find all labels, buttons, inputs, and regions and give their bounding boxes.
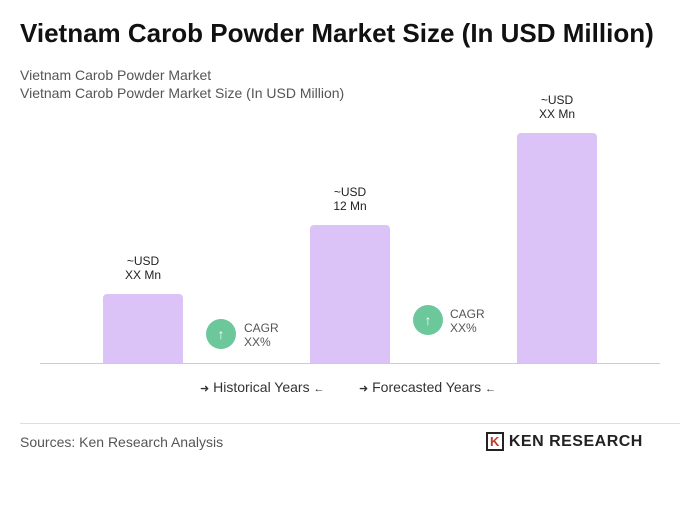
logo-text: KEN RESEARCH (508, 433, 643, 450)
source: Sources: Ken Research Analysis (20, 434, 224, 450)
bar (310, 225, 390, 363)
cagr-value: XX% (244, 335, 271, 349)
value-label: ~USD 12 Mn (333, 185, 367, 213)
title: Vietnam Carob Powder Market Size (In USD… (20, 18, 654, 48)
subtitle: Vietnam Carob Powder Market Size (In USD… (20, 85, 345, 101)
cagr-icon: ↑ (206, 319, 236, 349)
cagr-title: CAGR (450, 307, 485, 321)
cagr-label: CAGR XX% (244, 321, 279, 349)
legend-text: Forecasted Years (372, 379, 482, 395)
value-label: ~USD XX Mn (538, 93, 575, 121)
divider (20, 423, 680, 424)
legend-item: ➜ Forecasted Years ← (359, 379, 496, 395)
bar (517, 133, 597, 363)
logo: K KEN RESEARCH (486, 432, 643, 451)
cagr-title: CAGR (244, 321, 279, 335)
cagr-icon: ↑ (413, 305, 443, 335)
baseline (40, 363, 660, 364)
legend-text: Historical Years (213, 379, 310, 395)
legend-item: ➜ Historical Years ← (200, 379, 325, 395)
value-label: ~USD XX Mn (124, 254, 161, 282)
cagr-label: CAGR XX% (450, 307, 485, 335)
bar (103, 294, 183, 363)
subtitle: Vietnam Carob Powder Market (20, 67, 212, 83)
cagr-value: XX% (450, 321, 477, 335)
